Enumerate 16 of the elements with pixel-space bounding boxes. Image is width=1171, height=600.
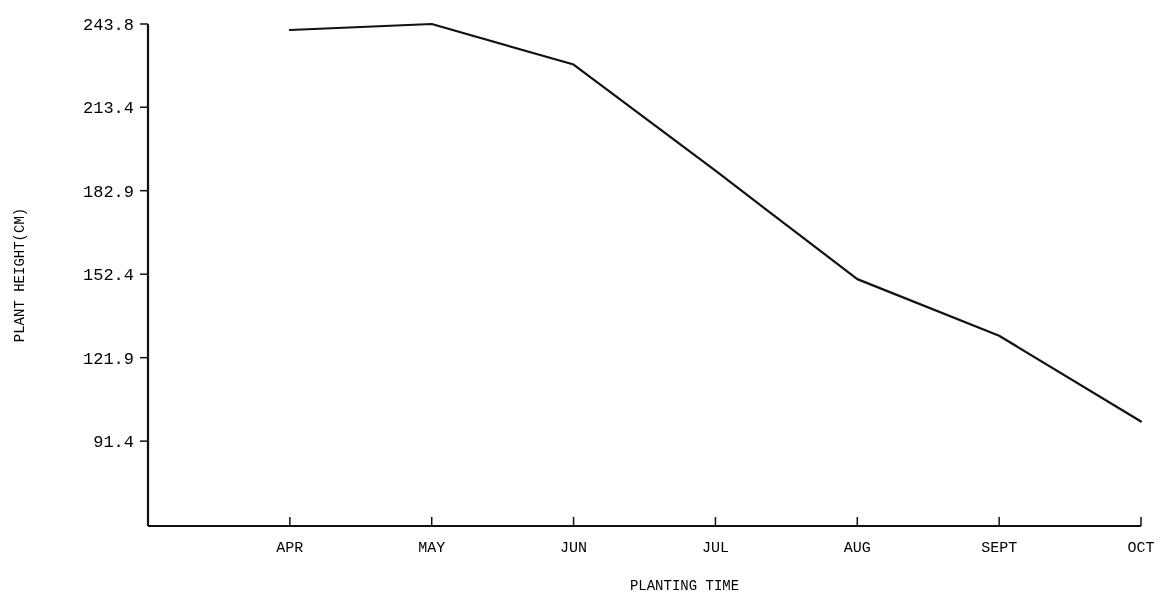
y-tick-label: 152.4 bbox=[82, 266, 134, 286]
line-series bbox=[288, 22, 1143, 423]
y-tick-label: 243.8 bbox=[82, 15, 134, 35]
y-tick-label: 182.9 bbox=[82, 182, 134, 202]
x-axis-title: PLANTING TIME bbox=[629, 578, 740, 594]
x-tick-label: JUN bbox=[560, 540, 588, 557]
y-tick-label: 121.9 bbox=[82, 349, 134, 369]
y-axis-title: PLANT HEIGHT(CM) bbox=[12, 207, 28, 343]
x-tick-label: AUG bbox=[843, 540, 871, 557]
x-tick-label: SEPT bbox=[981, 540, 1018, 557]
y-tick-label: 91.4 bbox=[93, 433, 134, 453]
x-tick-label: APR bbox=[276, 540, 304, 557]
x-tick-label: JUL bbox=[701, 540, 729, 557]
y-tick-label: 213.4 bbox=[82, 99, 134, 119]
x-tick-label: MAY bbox=[418, 540, 446, 557]
x-tick-label: OCT bbox=[1127, 540, 1155, 557]
